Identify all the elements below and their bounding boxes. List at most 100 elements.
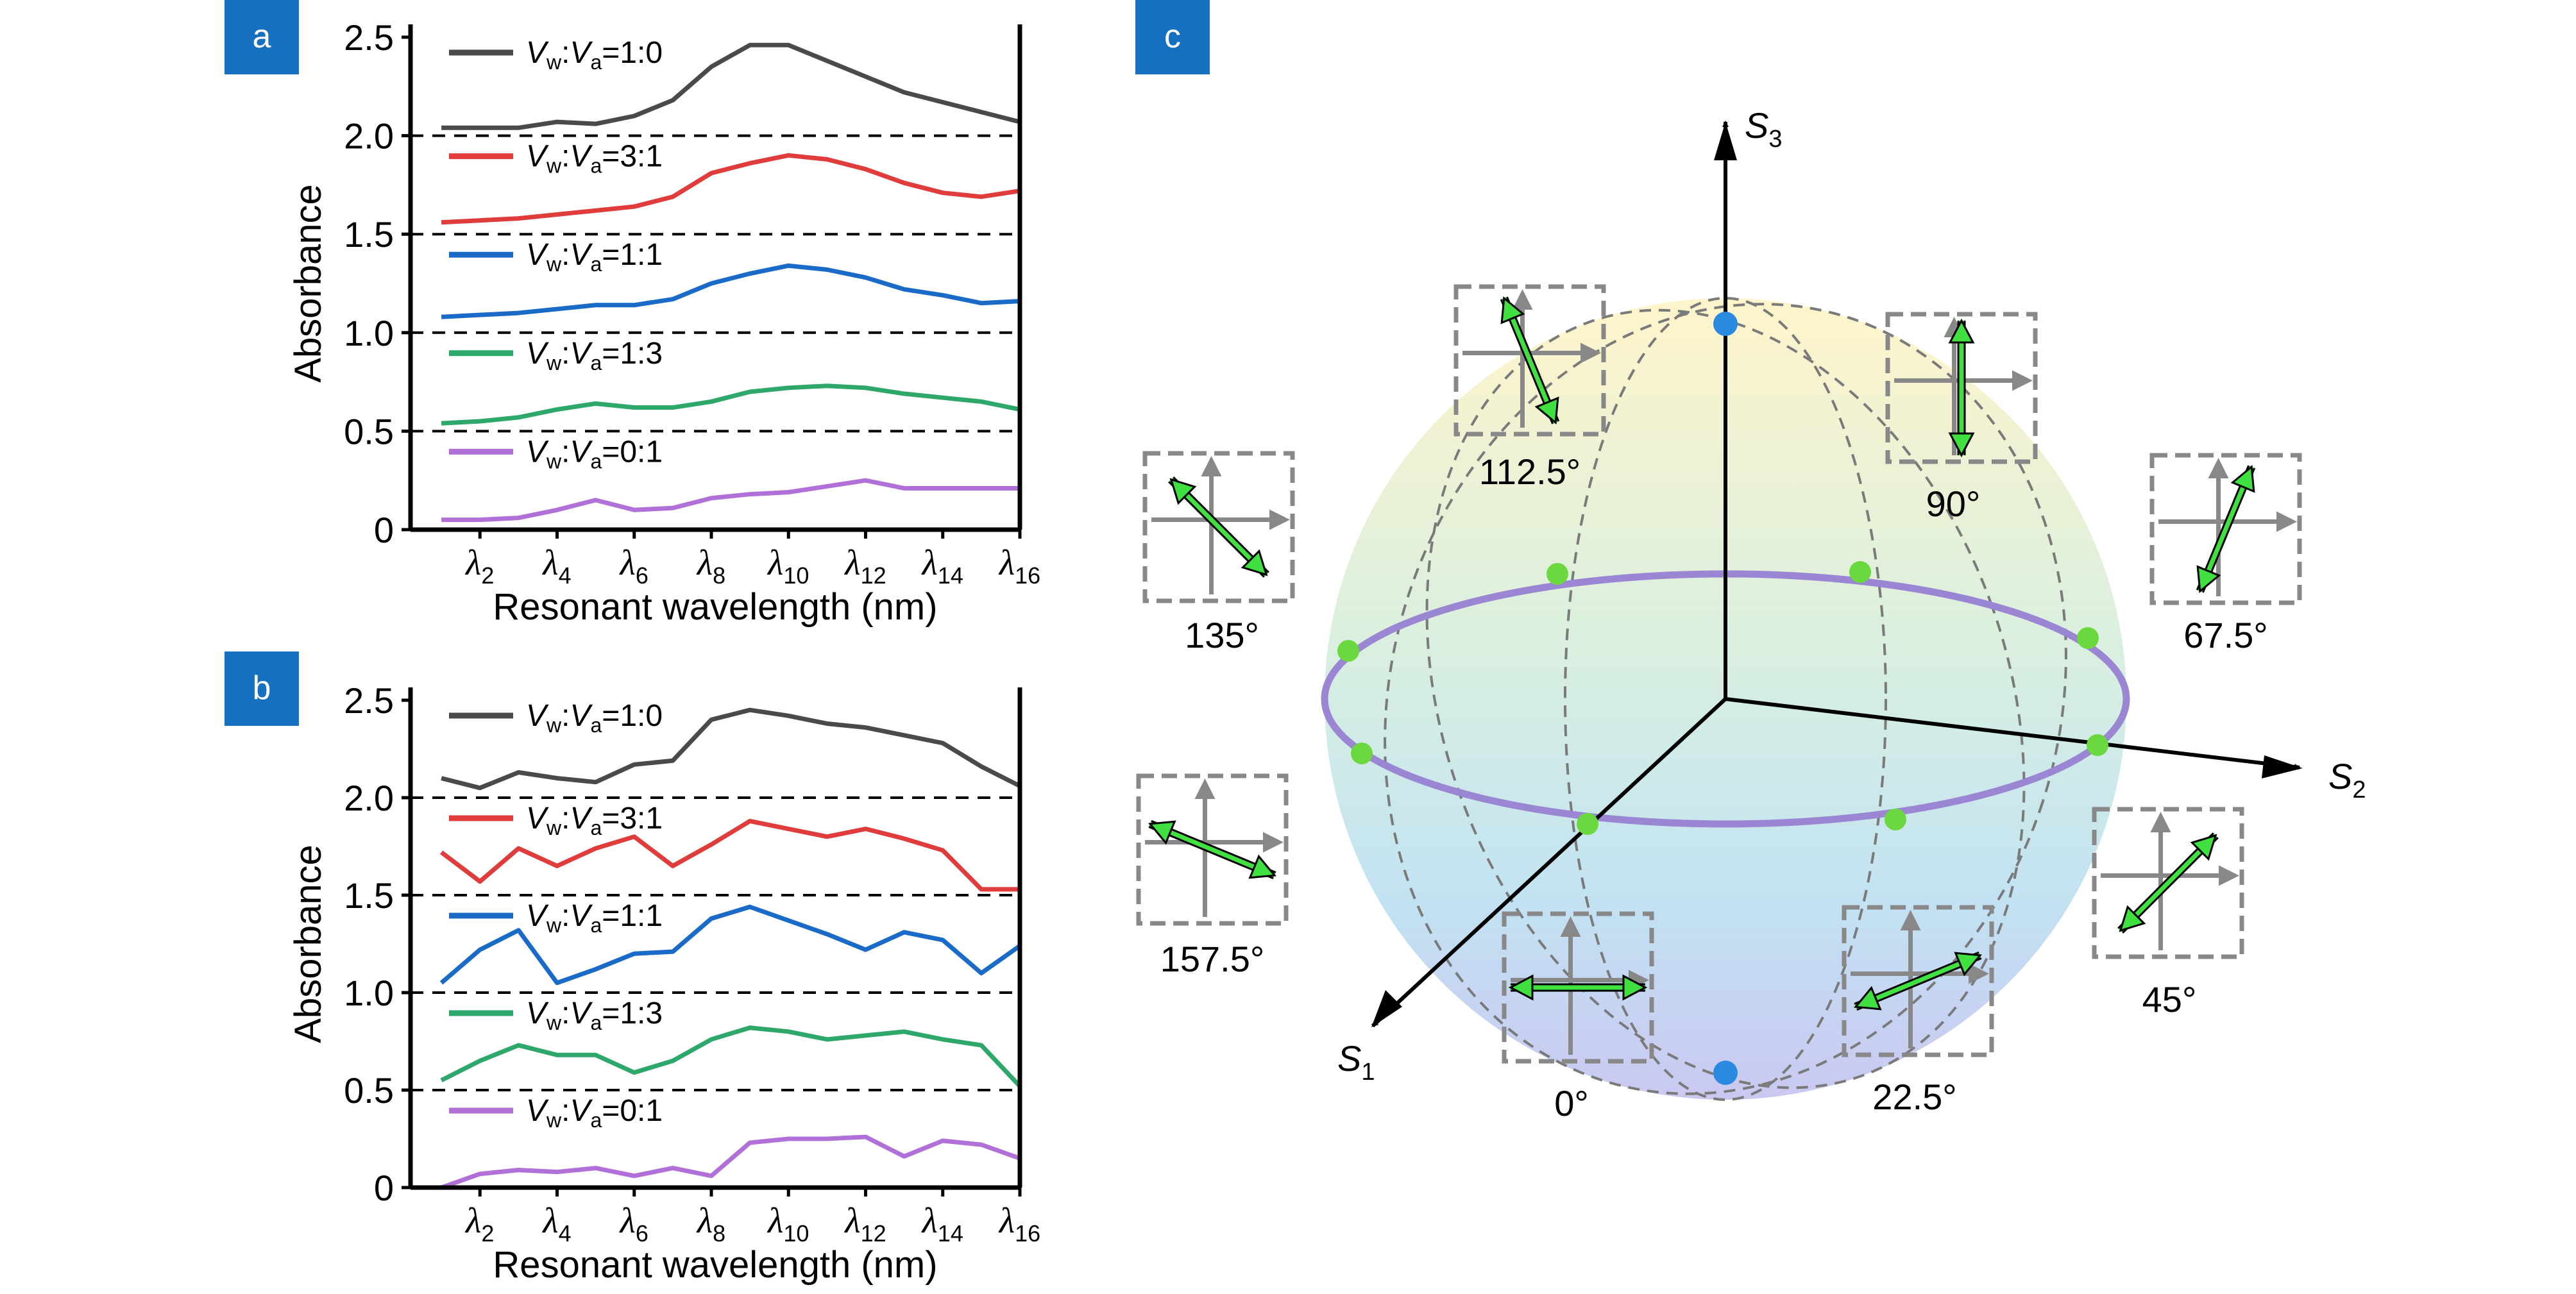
ring-point-4	[1849, 561, 1871, 583]
panel-b: b 0 0.5 1.0 1.5 2.0 2.5 λ2 λ4 λ6 λ8 λ10 λ12 λ14 λ16 Ab…	[225, 651, 1040, 1286]
legend-label-3-1: Vw:Va=3:1	[526, 140, 663, 178]
x-tick-label: λ14	[921, 543, 963, 589]
y-tick-label: 1.5	[344, 875, 394, 916]
x-tick-label: λ16	[998, 1201, 1040, 1247]
ring-point-2	[2087, 734, 2108, 756]
panel-c-badge	[1135, 0, 1210, 74]
series-line-3-1	[439, 818, 1020, 892]
panel-b-letter: b	[253, 669, 271, 707]
legend-label-0-1: Vw:Va=0:1	[526, 435, 663, 473]
jones-frame	[2092, 807, 2244, 959]
jones-arrowhead	[1500, 296, 1525, 324]
jones-v-arrowhead	[1201, 456, 1222, 476]
series-line-1-1	[441, 263, 1021, 319]
angle-label-90: 90°	[1926, 483, 1981, 524]
jones-h-arrowhead	[2276, 511, 2297, 532]
jones-arrowhead	[1948, 432, 1975, 458]
x-tick-label: λ6	[619, 1201, 648, 1247]
x-tick-label: λ8	[696, 1201, 725, 1247]
jones-diagrams	[1136, 284, 2302, 1064]
s1-axis	[1371, 697, 1727, 1028]
y-tick-label: 0.5	[344, 411, 394, 451]
s3-label: S3	[1745, 105, 1783, 153]
jones-box-1	[1842, 905, 1994, 1057]
jones-arrowhead	[1169, 478, 1197, 505]
jones-arrowhead	[1508, 974, 1534, 1001]
y-axis-title: Absorbance	[287, 844, 329, 1043]
ring-point-5	[1546, 563, 1568, 585]
jones-arrowhead	[1241, 549, 1268, 576]
jones-v-arrowhead	[1194, 778, 1216, 799]
y-tick-label: 0	[374, 510, 394, 550]
legend-label-1-3: Vw:Va=1:3	[526, 337, 663, 374]
panel-c: c S3 S2 S1	[1135, 0, 2366, 1123]
chart-a: 0 0.5 1.0 1.5 2.0 2.5 λ2 λ4 λ6 λ8 λ10 λ12 λ14 λ16 Abso…	[287, 17, 1040, 628]
legend-label-1-0: Vw:Va=1:0	[526, 699, 663, 737]
legend-label-1-1: Vw:Va=1:1	[526, 238, 663, 276]
x-tick-label: λ2	[464, 543, 494, 589]
legend-label-1-0: Vw:Va=1:0	[526, 36, 663, 74]
ring-point-1	[1885, 809, 1906, 830]
jones-box-2	[2092, 807, 2244, 959]
jones-box-7	[1136, 773, 1289, 926]
series-line-1-1	[439, 904, 1022, 986]
panel-c-letter: c	[1164, 18, 1181, 55]
y-tick-label: 2.0	[344, 778, 394, 818]
y-tick-label: 0	[374, 1168, 394, 1208]
jones-frame	[2149, 453, 2302, 605]
series-line-3-1	[441, 153, 1021, 225]
jones-h-arrowhead	[2219, 865, 2239, 886]
jones-v-arrowhead	[1900, 910, 1921, 930]
jones-arrowhead	[2230, 465, 2255, 493]
y-tick-label: 2.0	[344, 116, 394, 156]
jones-box-5	[1453, 284, 1606, 437]
ring-points	[1337, 561, 2108, 835]
jones-h-arrowhead	[1263, 832, 1284, 853]
jones-h-arrowhead	[2012, 370, 2033, 391]
ring-point-0	[1577, 813, 1598, 835]
x-tick-label: λ8	[696, 543, 725, 589]
series-line-1-3	[441, 383, 1021, 426]
x-tick-label: λ2	[464, 1201, 494, 1247]
legend-label-1-1: Vw:Va=1:1	[526, 899, 663, 937]
s3-arrowhead	[1714, 122, 1737, 160]
x-tick-label: λ14	[921, 1201, 963, 1247]
y-tick-label: 2.5	[344, 680, 394, 721]
jones-arrowhead	[1954, 952, 1982, 977]
jones-h-arrowhead	[1269, 509, 1290, 530]
ring-point-6	[1337, 640, 1359, 662]
jones-v-arrowhead	[1560, 916, 1581, 937]
jones-h-arrowhead	[1580, 342, 1601, 364]
jones-arrowhead	[2119, 905, 2146, 932]
jones-frame	[1136, 773, 1289, 926]
y-tick-label: 1.5	[344, 214, 394, 255]
legend-label-3-1: Vw:Va=3:1	[526, 802, 663, 839]
pole-point-north	[1713, 312, 1738, 336]
jones-v-arrowhead	[1512, 289, 1533, 310]
jones-box-4	[1885, 312, 2038, 464]
jones-arrowhead	[2190, 834, 2217, 861]
jones-arrowhead	[1948, 318, 1975, 344]
panel-b-badge	[225, 651, 299, 726]
angle-label-0: 0°	[1554, 1083, 1589, 1123]
y-axis-title: Absorbance	[287, 184, 329, 383]
angle-label-22: 22.5°	[1872, 1077, 1956, 1117]
chart-b: 0 0.5 1.0 1.5 2.0 2.5 λ2 λ4 λ6 λ8 λ10 λ12 λ14 λ16 Abso…	[287, 680, 1040, 1286]
s2-arrowhead	[2262, 755, 2303, 778]
meridian-1	[1564, 297, 1887, 1101]
angle-label-45: 45°	[2142, 979, 2197, 1020]
series-line-0-1	[441, 478, 1020, 523]
y-tick-label: 2.5	[344, 17, 394, 58]
jones-arrowhead	[2196, 565, 2221, 593]
panel-a-badge	[225, 0, 299, 74]
jones-box-3	[2149, 453, 2302, 605]
x-tick-label: λ10	[767, 1201, 809, 1247]
x-tick-label: λ16	[998, 543, 1040, 589]
x-tick-label: λ10	[767, 543, 809, 589]
jones-frame	[1502, 911, 1654, 1064]
x-tick-label: λ12	[843, 543, 886, 589]
pole-point-south	[1713, 1061, 1738, 1085]
jones-box-6	[1142, 451, 1295, 603]
legend-label-1-3: Vw:Va=1:3	[526, 996, 663, 1034]
angle-label-67: 67.5°	[2183, 615, 2267, 655]
